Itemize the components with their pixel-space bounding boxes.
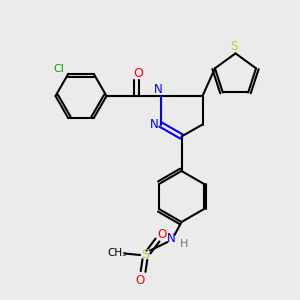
Text: N: N (149, 118, 158, 131)
Text: O: O (135, 274, 144, 287)
Text: S: S (230, 40, 238, 53)
Text: CH₃: CH₃ (107, 248, 127, 259)
Text: H: H (180, 239, 189, 249)
Text: S: S (142, 248, 149, 262)
Text: N: N (167, 232, 176, 245)
Text: N: N (154, 83, 163, 96)
Text: O: O (158, 228, 166, 242)
Text: O: O (133, 67, 143, 80)
Text: Cl: Cl (53, 64, 64, 74)
